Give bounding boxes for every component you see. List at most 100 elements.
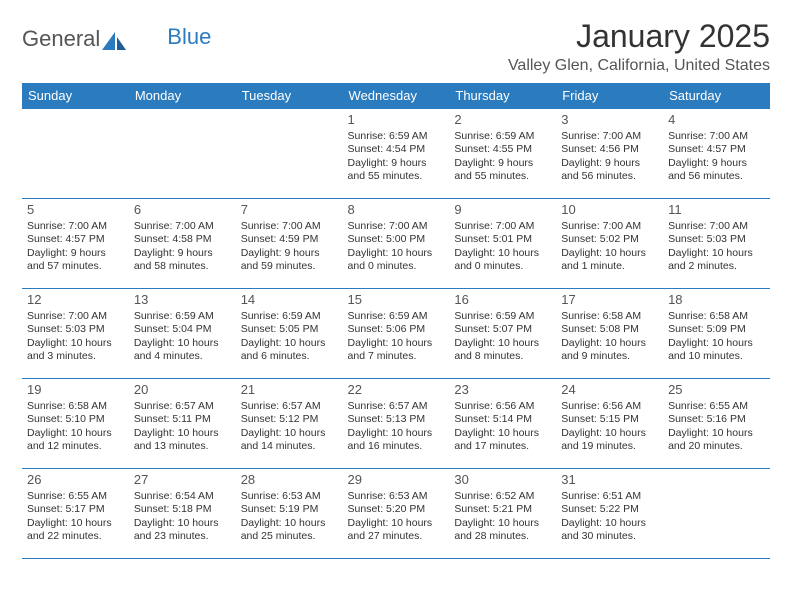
daylight-text: Daylight: 10 hours and 22 minutes. <box>27 517 124 543</box>
sunset-text: Sunset: 5:12 PM <box>241 413 338 426</box>
sunrise-text: Sunrise: 7:00 AM <box>134 220 231 233</box>
sunset-text: Sunset: 4:57 PM <box>27 233 124 246</box>
sunrise-text: Sunrise: 7:00 AM <box>454 220 551 233</box>
daylight-text: Daylight: 10 hours and 20 minutes. <box>668 427 765 453</box>
calendar-day-cell: 7Sunrise: 7:00 AMSunset: 4:59 PMDaylight… <box>236 199 343 289</box>
calendar-day-cell: 21Sunrise: 6:57 AMSunset: 5:12 PMDayligh… <box>236 379 343 469</box>
sunset-text: Sunset: 5:19 PM <box>241 503 338 516</box>
calendar-day-cell: 29Sunrise: 6:53 AMSunset: 5:20 PMDayligh… <box>343 469 450 559</box>
day-number: 8 <box>348 202 445 218</box>
sunset-text: Sunset: 4:57 PM <box>668 143 765 156</box>
weekday-header: Friday <box>556 83 663 109</box>
sunrise-text: Sunrise: 6:55 AM <box>27 490 124 503</box>
weekday-header: Saturday <box>663 83 770 109</box>
calendar-day-cell: 24Sunrise: 6:56 AMSunset: 5:15 PMDayligh… <box>556 379 663 469</box>
sunrise-text: Sunrise: 6:55 AM <box>668 400 765 413</box>
day-number: 6 <box>134 202 231 218</box>
daylight-text: Daylight: 10 hours and 28 minutes. <box>454 517 551 543</box>
sunrise-text: Sunrise: 6:59 AM <box>348 130 445 143</box>
daylight-text: Daylight: 9 hours and 58 minutes. <box>134 247 231 273</box>
sunset-text: Sunset: 5:20 PM <box>348 503 445 516</box>
calendar-day-cell: 25Sunrise: 6:55 AMSunset: 5:16 PMDayligh… <box>663 379 770 469</box>
daylight-text: Daylight: 10 hours and 6 minutes. <box>241 337 338 363</box>
calendar-day-cell: 12Sunrise: 7:00 AMSunset: 5:03 PMDayligh… <box>22 289 129 379</box>
sunset-text: Sunset: 5:03 PM <box>27 323 124 336</box>
title-block: January 2025 Valley Glen, California, Un… <box>508 18 770 75</box>
calendar-day-cell: 6 Sunrise: 7:00 AMSunset: 4:58 PMDaylight… <box>129 199 236 289</box>
calendar-day-cell: 18Sunrise: 6:58 AMSunset: 5:09 PMDayligh… <box>663 289 770 379</box>
sunset-text: Sunset: 5:06 PM <box>348 323 445 336</box>
weekday-header: Thursday <box>449 83 556 109</box>
location-text: Valley Glen, California, United States <box>508 57 770 75</box>
page-title: January 2025 <box>508 18 770 55</box>
sunset-text: Sunset: 4:56 PM <box>561 143 658 156</box>
daylight-text: Daylight: 10 hours and 16 minutes. <box>348 427 445 453</box>
sunset-text: Sunset: 5:01 PM <box>454 233 551 246</box>
sunset-text: Sunset: 5:09 PM <box>668 323 765 336</box>
sunrise-text: Sunrise: 7:00 AM <box>561 130 658 143</box>
calendar-table: SundayMondayTuesdayWednesdayThursdayFrid… <box>22 83 770 559</box>
daylight-text: Daylight: 10 hours and 13 minutes. <box>134 427 231 453</box>
calendar-week-row: 5Sunrise: 7:00 AMSunset: 4:57 PMDaylight… <box>22 199 770 289</box>
calendar-day-cell: 22Sunrise: 6:57 AMSunset: 5:13 PMDayligh… <box>343 379 450 469</box>
day-number: 30 <box>454 472 551 488</box>
calendar-day-cell: 15Sunrise: 6:59 AMSunset: 5:06 PMDayligh… <box>343 289 450 379</box>
day-number: 11 <box>668 202 765 218</box>
calendar-day-cell: 28Sunrise: 6:53 AMSunset: 5:19 PMDayligh… <box>236 469 343 559</box>
sunset-text: Sunset: 5:21 PM <box>454 503 551 516</box>
calendar-day-cell: 19Sunrise: 6:58 AMSunset: 5:10 PMDayligh… <box>22 379 129 469</box>
day-number: 14 <box>241 292 338 308</box>
sunrise-text: Sunrise: 6:56 AM <box>561 400 658 413</box>
day-number: 10 <box>561 202 658 218</box>
sunset-text: Sunset: 5:15 PM <box>561 413 658 426</box>
sunset-text: Sunset: 5:08 PM <box>561 323 658 336</box>
day-number: 29 <box>348 472 445 488</box>
calendar-week-row: 12Sunrise: 7:00 AMSunset: 5:03 PMDayligh… <box>22 289 770 379</box>
sunset-text: Sunset: 5:13 PM <box>348 413 445 426</box>
sunset-text: Sunset: 5:17 PM <box>27 503 124 516</box>
day-number: 9 <box>454 202 551 218</box>
sunset-text: Sunset: 5:02 PM <box>561 233 658 246</box>
sunset-text: Sunset: 5:14 PM <box>454 413 551 426</box>
sunrise-text: Sunrise: 6:54 AM <box>134 490 231 503</box>
logo: GeneralBlue <box>22 18 211 52</box>
sunset-text: Sunset: 5:04 PM <box>134 323 231 336</box>
sunrise-text: Sunrise: 6:52 AM <box>454 490 551 503</box>
calendar-day-cell: 14Sunrise: 6:59 AMSunset: 5:05 PMDayligh… <box>236 289 343 379</box>
sunrise-text: Sunrise: 6:58 AM <box>27 400 124 413</box>
day-number: 26 <box>27 472 124 488</box>
sunset-text: Sunset: 4:58 PM <box>134 233 231 246</box>
day-number: 5 <box>27 202 124 218</box>
page: GeneralBlue January 2025 Valley Glen, Ca… <box>0 0 792 612</box>
calendar-empty-cell <box>663 469 770 559</box>
daylight-text: Daylight: 10 hours and 30 minutes. <box>561 517 658 543</box>
weekday-header: Wednesday <box>343 83 450 109</box>
sunset-text: Sunset: 5:22 PM <box>561 503 658 516</box>
day-number: 1 <box>348 112 445 128</box>
calendar-body: 1Sunrise: 6:59 AMSunset: 4:54 PMDaylight… <box>22 109 770 559</box>
day-number: 2 <box>454 112 551 128</box>
sunrise-text: Sunrise: 6:53 AM <box>241 490 338 503</box>
daylight-text: Daylight: 9 hours and 56 minutes. <box>561 157 658 183</box>
calendar-day-cell: 31Sunrise: 6:51 AMSunset: 5:22 PMDayligh… <box>556 469 663 559</box>
calendar-day-cell: 5Sunrise: 7:00 AMSunset: 4:57 PMDaylight… <box>22 199 129 289</box>
calendar-day-cell: 26 Sunrise: 6:55 AMSunset: 5:17 PMDayligh… <box>22 469 129 559</box>
daylight-text: Daylight: 10 hours and 23 minutes. <box>134 517 231 543</box>
day-number: 20 <box>134 382 231 398</box>
day-number: 12 <box>27 292 124 308</box>
weekday-header: Monday <box>129 83 236 109</box>
daylight-text: Daylight: 10 hours and 27 minutes. <box>348 517 445 543</box>
calendar-day-cell: 30 Sunrise: 6:52 AMSunset: 5:21 PMDayligh… <box>449 469 556 559</box>
sunrise-text: Sunrise: 6:57 AM <box>241 400 338 413</box>
sunrise-text: Sunrise: 7:00 AM <box>27 220 124 233</box>
calendar-week-row: 26Sunrise: 6:55 AMSunset: 5:17 PMDayligh… <box>22 469 770 559</box>
sunset-text: Sunset: 5:10 PM <box>27 413 124 426</box>
sunset-text: Sunset: 5:03 PM <box>668 233 765 246</box>
sunrise-text: Sunrise: 6:59 AM <box>454 130 551 143</box>
calendar-day-cell: 4Sunrise: 7:00 AMSunset: 4:57 PMDaylight… <box>663 109 770 199</box>
daylight-text: Daylight: 9 hours and 56 minutes. <box>668 157 765 183</box>
daylight-text: Daylight: 10 hours and 1 minute. <box>561 247 658 273</box>
day-number: 7 <box>241 202 338 218</box>
daylight-text: Daylight: 10 hours and 8 minutes. <box>454 337 551 363</box>
sunrise-text: Sunrise: 6:59 AM <box>348 310 445 323</box>
